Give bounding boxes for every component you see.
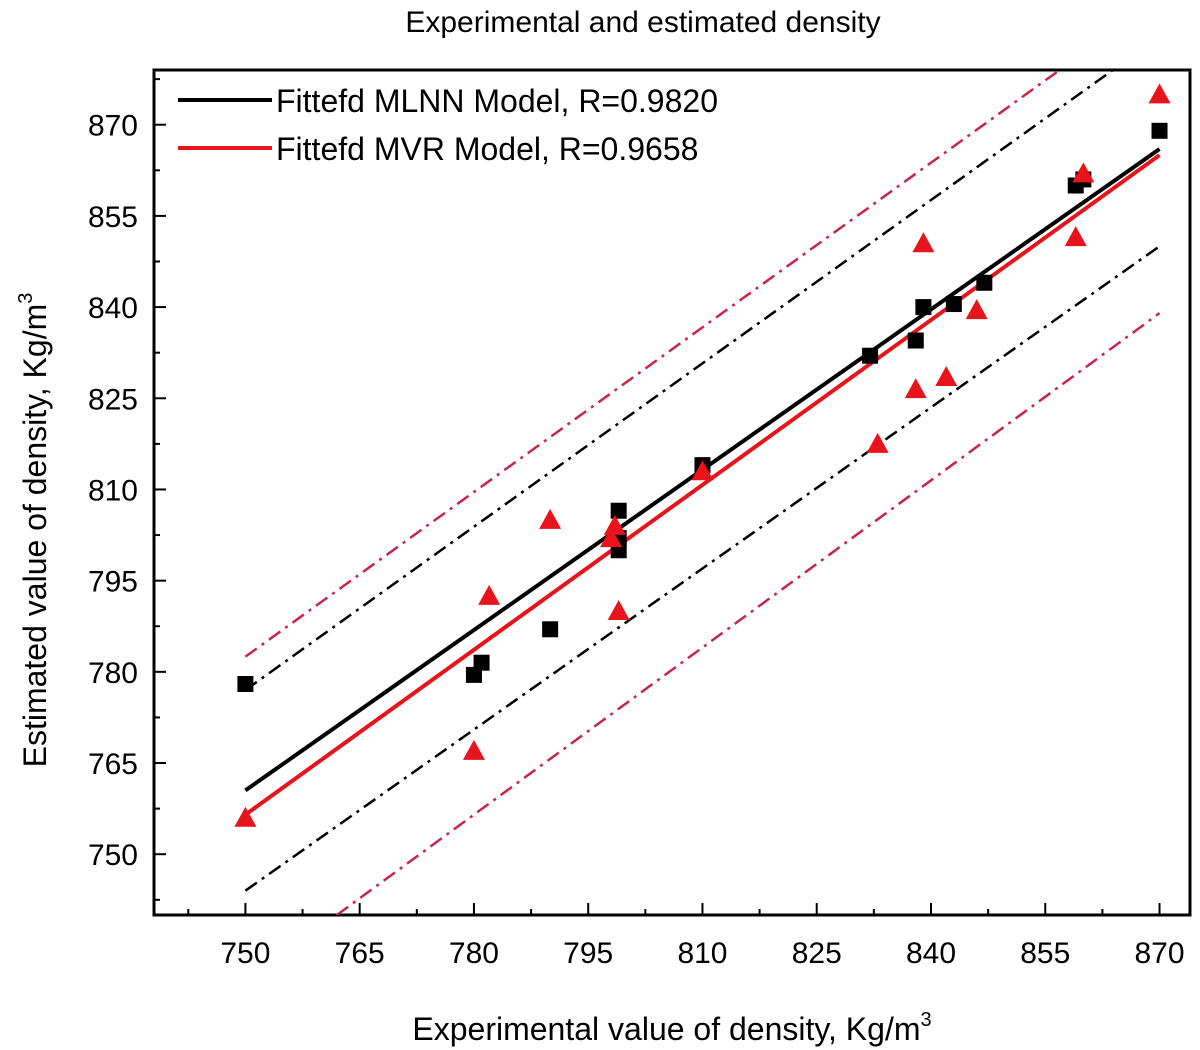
data-point-triangle: [607, 600, 630, 621]
x-tick-label: 855: [1020, 937, 1070, 970]
data-point-square: [1151, 122, 1168, 139]
data-point-triangle: [539, 508, 562, 529]
y-tick-label: 810: [88, 474, 138, 507]
y-axis-label: Estimated value of density, Kg/m3: [15, 293, 53, 768]
data-point-triangle: [478, 584, 501, 605]
bound-line: [336, 312, 1161, 915]
y-tick-label: 855: [88, 201, 138, 234]
data-point-square: [610, 502, 627, 519]
data-point-square: [237, 675, 254, 692]
data-point-triangle: [904, 378, 927, 399]
x-tick-label: 765: [335, 937, 385, 970]
data-point-triangle: [234, 806, 257, 827]
y-axis-label-superscript: 3: [15, 293, 37, 304]
x-tick-label: 780: [449, 937, 499, 970]
plot-area: 750 765 780 795 810 825 840 855 870 750 765 780 795 8…: [88, 68, 1192, 970]
data-point-triangle: [1072, 162, 1095, 183]
data-point-square: [945, 296, 962, 313]
x-axis-label-superscript: 3: [920, 1009, 931, 1031]
x-axis-label: Experimental value of density, Kg/m3: [412, 1009, 931, 1047]
data-point-triangle: [1148, 83, 1171, 104]
legend-label-mvr: Fittefd MVR Model, R=0.9658: [276, 131, 698, 167]
data-point-square: [862, 347, 879, 364]
fit-line-mvr: [244, 153, 1161, 817]
data-point-square: [465, 666, 482, 683]
y-tick-label: 795: [88, 566, 138, 599]
data-point-triangle: [691, 460, 714, 481]
legend: Fittefd MLNN Model, R=0.9820 Fittefd MVR…: [178, 83, 718, 167]
data-point-triangle: [912, 232, 935, 253]
bound-line: [244, 245, 1161, 892]
x-tick-label: 810: [677, 937, 727, 970]
x-tick-label: 870: [1134, 937, 1184, 970]
data-point-square: [473, 654, 490, 671]
data-point-square: [915, 299, 932, 316]
data-point-square: [976, 274, 993, 291]
x-tick-label: 825: [792, 937, 842, 970]
data-point-triangle: [462, 739, 485, 760]
data-point-triangle: [965, 299, 988, 320]
data-point-triangle: [935, 365, 958, 386]
bound-line: [244, 70, 1116, 692]
data-point-square: [542, 621, 559, 638]
x-tick-label: 750: [220, 937, 270, 970]
y-tick-label: 825: [88, 383, 138, 416]
y-tick-label: 765: [88, 748, 138, 781]
data-point-triangle: [600, 527, 623, 548]
data-point-square: [907, 332, 924, 349]
data-point-triangle: [1064, 226, 1087, 247]
y-tick-label: 870: [88, 110, 138, 143]
y-tick-label: 750: [88, 839, 138, 872]
legend-label-mlnn: Fittefd MLNN Model, R=0.9820: [276, 83, 718, 119]
bound-line: [244, 70, 1062, 658]
x-tick-label: 795: [563, 937, 613, 970]
chart-title: Experimental and estimated density: [405, 6, 880, 39]
x-tick-label: 840: [906, 937, 956, 970]
y-tick-label: 840: [88, 292, 138, 325]
plot-frame: [152, 68, 1192, 917]
y-tick-label: 780: [88, 657, 138, 690]
data-point-triangle: [866, 432, 889, 453]
data-point-triangle: [603, 514, 626, 535]
